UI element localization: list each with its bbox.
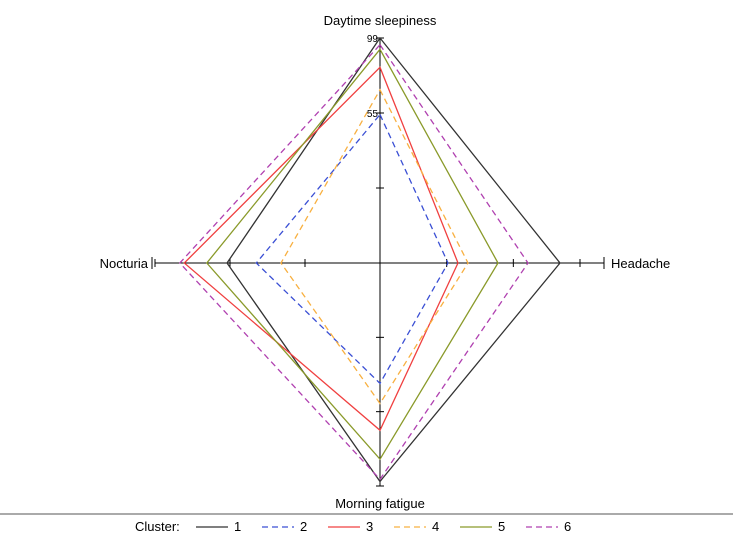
axes-layer — [151, 37, 605, 487]
series-6-polygon — [178, 43, 529, 481]
axis-label-bottom: Morning fatigue — [335, 496, 425, 511]
series-2-polygon — [255, 113, 449, 385]
series-1-polygon — [226, 36, 561, 483]
axis-label-top: Daytime sleepiness — [324, 13, 437, 28]
axis-label-right: Headache — [611, 256, 670, 271]
legend-label-4: 4 — [432, 519, 439, 534]
legend-label-2: 2 — [300, 519, 307, 534]
legend-label-1: 1 — [234, 519, 241, 534]
tick-label-99: 99 — [367, 34, 379, 45]
legend-title: Cluster: — [135, 519, 180, 534]
legend-label-6: 6 — [564, 519, 571, 534]
series-3-polygon — [183, 66, 459, 432]
tick-label-55: 55 — [367, 109, 379, 120]
legend-label-3: 3 — [366, 519, 373, 534]
legend-label-5: 5 — [498, 519, 505, 534]
series-5-polygon — [205, 48, 499, 461]
legend: 1 2 3 4 5 6 — [196, 519, 571, 534]
series-layer — [178, 36, 561, 483]
axis-label-left: Nocturia — [100, 256, 149, 271]
series-4-polygon — [280, 88, 469, 405]
